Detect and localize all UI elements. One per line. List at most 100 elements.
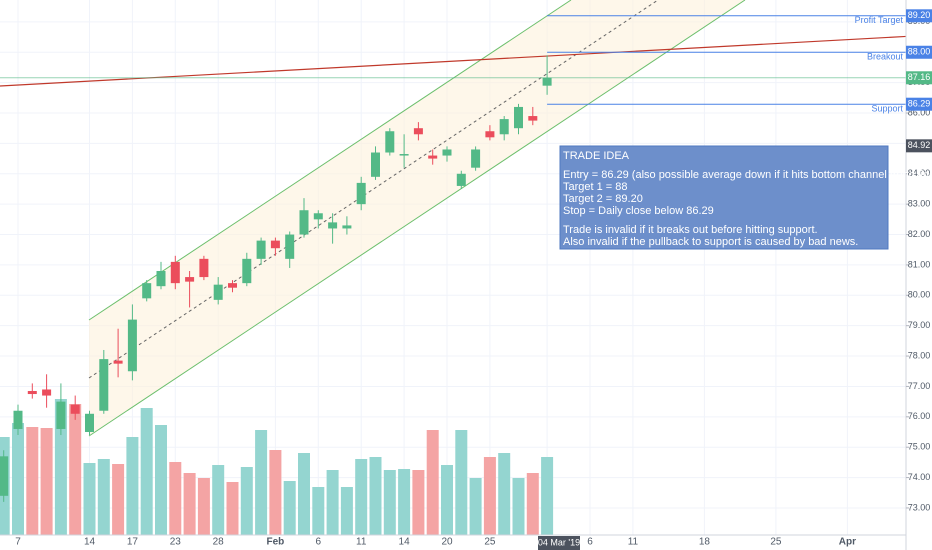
y-tick-label: 84.00	[908, 168, 931, 178]
volume-bar	[54, 399, 67, 535]
volume-bar	[197, 478, 210, 535]
volume-bar	[298, 453, 310, 535]
volume-bar	[69, 404, 82, 535]
candle-body	[170, 261, 180, 284]
x-tick-label: 14	[84, 537, 96, 548]
candle-body	[156, 270, 166, 287]
candle-body	[399, 154, 409, 156]
candle-body	[256, 240, 266, 259]
last-price-label: 87.16	[908, 72, 931, 82]
level-name: Profit Target	[855, 15, 904, 25]
volume-bar	[269, 450, 282, 535]
candle-body	[242, 258, 252, 284]
candle-body	[514, 106, 523, 129]
y-tick-label: 76.00	[908, 411, 931, 421]
x-tick-label: 14	[399, 537, 411, 548]
y-tick-label: 80.00	[908, 290, 931, 300]
candle-body	[0, 456, 9, 496]
candle-body	[428, 155, 438, 159]
x-tick-label: 28	[213, 537, 225, 548]
candle-body	[13, 410, 23, 429]
volume-bar	[355, 459, 368, 535]
y-tick-label: 74.00	[908, 472, 931, 482]
level-tag	[906, 45, 932, 59]
volume-bar	[412, 470, 425, 535]
candle-body	[356, 182, 366, 205]
y-tick-label: 73.00	[908, 502, 931, 512]
volume-bar	[483, 457, 496, 535]
volume-bar	[12, 423, 24, 535]
volume-bar	[83, 463, 96, 535]
candle-body	[56, 401, 66, 429]
candle-body	[270, 240, 280, 249]
candle-body	[328, 222, 338, 229]
y-tick-label: 77.00	[908, 381, 931, 391]
level-tag-label: 86.29	[908, 99, 931, 109]
x-tick-label: 23	[170, 537, 182, 548]
candle-body	[142, 283, 152, 299]
candle-body	[27, 390, 37, 395]
y-tick-label: 83.00	[908, 199, 931, 209]
channel-upper	[88, 0, 572, 321]
volume-bar	[126, 437, 139, 535]
volume-bar	[512, 478, 525, 535]
volume-bar	[383, 470, 396, 535]
y-tick-label: 78.00	[908, 350, 931, 360]
crosshair-date-label: 04 Mar '19	[538, 537, 580, 547]
volume-bar	[140, 408, 153, 535]
note-line: Target 2 = 89.20	[563, 193, 643, 205]
note-line: Entry = 86.29 (also possible average dow…	[563, 169, 932, 181]
crosshair-date-tag	[538, 536, 580, 550]
last-price-tag	[906, 71, 932, 85]
candle-body	[285, 234, 295, 259]
x-tick-label: 6	[587, 537, 593, 548]
x-tick-label: Apr	[839, 537, 856, 548]
levels: Profit Target Breakout Support	[0, 15, 906, 114]
candle-body	[127, 319, 137, 372]
note-title: TRADE IDEA	[563, 150, 630, 162]
y-tick-label: 81.00	[908, 259, 931, 269]
candle-body	[485, 131, 495, 138]
candle-body	[113, 360, 123, 364]
volume-bar	[498, 453, 511, 535]
volume-bar	[40, 428, 53, 535]
candles	[0, 55, 552, 502]
x-tick-label: 25	[770, 537, 782, 548]
x-tick-label: 25	[484, 537, 496, 548]
crosshair-price-tag	[906, 139, 932, 153]
volume-bar	[226, 482, 239, 535]
note-line: Target 1 = 88	[563, 181, 628, 193]
x-tick-label: 17	[127, 537, 139, 548]
volume-bar	[97, 459, 110, 535]
candle-body	[213, 284, 223, 300]
candle-body	[413, 128, 423, 135]
volume-bar	[526, 473, 539, 535]
tags: 87.16 89.20 88.00 86.29 84.92 04 Mar '19	[538, 9, 932, 550]
note-line: Trade is invalid if it breaks out before…	[563, 224, 818, 236]
trade-idea-note: TRADE IDEA Entry = 86.29 (also possible …	[559, 145, 932, 250]
volume-bar	[469, 478, 482, 535]
candle-body	[385, 131, 395, 153]
note-lines: Entry = 86.29 (also possible average dow…	[563, 169, 932, 248]
candle-body	[228, 283, 237, 288]
candle-body	[442, 149, 452, 156]
volume-bar	[312, 487, 325, 535]
level-tag	[906, 9, 932, 23]
x-tick-label: 11	[628, 537, 639, 548]
level-tag-label: 89.20	[908, 10, 931, 20]
y-tick-label: 75.00	[908, 442, 931, 452]
level-name: Breakout	[867, 52, 904, 62]
x-tick-label: 18	[699, 537, 711, 548]
volume-bar	[441, 465, 453, 535]
volume-bar	[155, 425, 167, 535]
candle-body	[99, 359, 109, 411]
level-tag	[906, 97, 932, 111]
candle-body	[42, 389, 52, 396]
level-tag-label: 88.00	[908, 47, 931, 57]
note-line: Also invalid if the pullback to support …	[563, 236, 858, 248]
candle-body	[70, 404, 80, 414]
candle-body	[342, 225, 352, 229]
volume-bar	[326, 470, 339, 535]
volume-bar	[26, 427, 39, 535]
